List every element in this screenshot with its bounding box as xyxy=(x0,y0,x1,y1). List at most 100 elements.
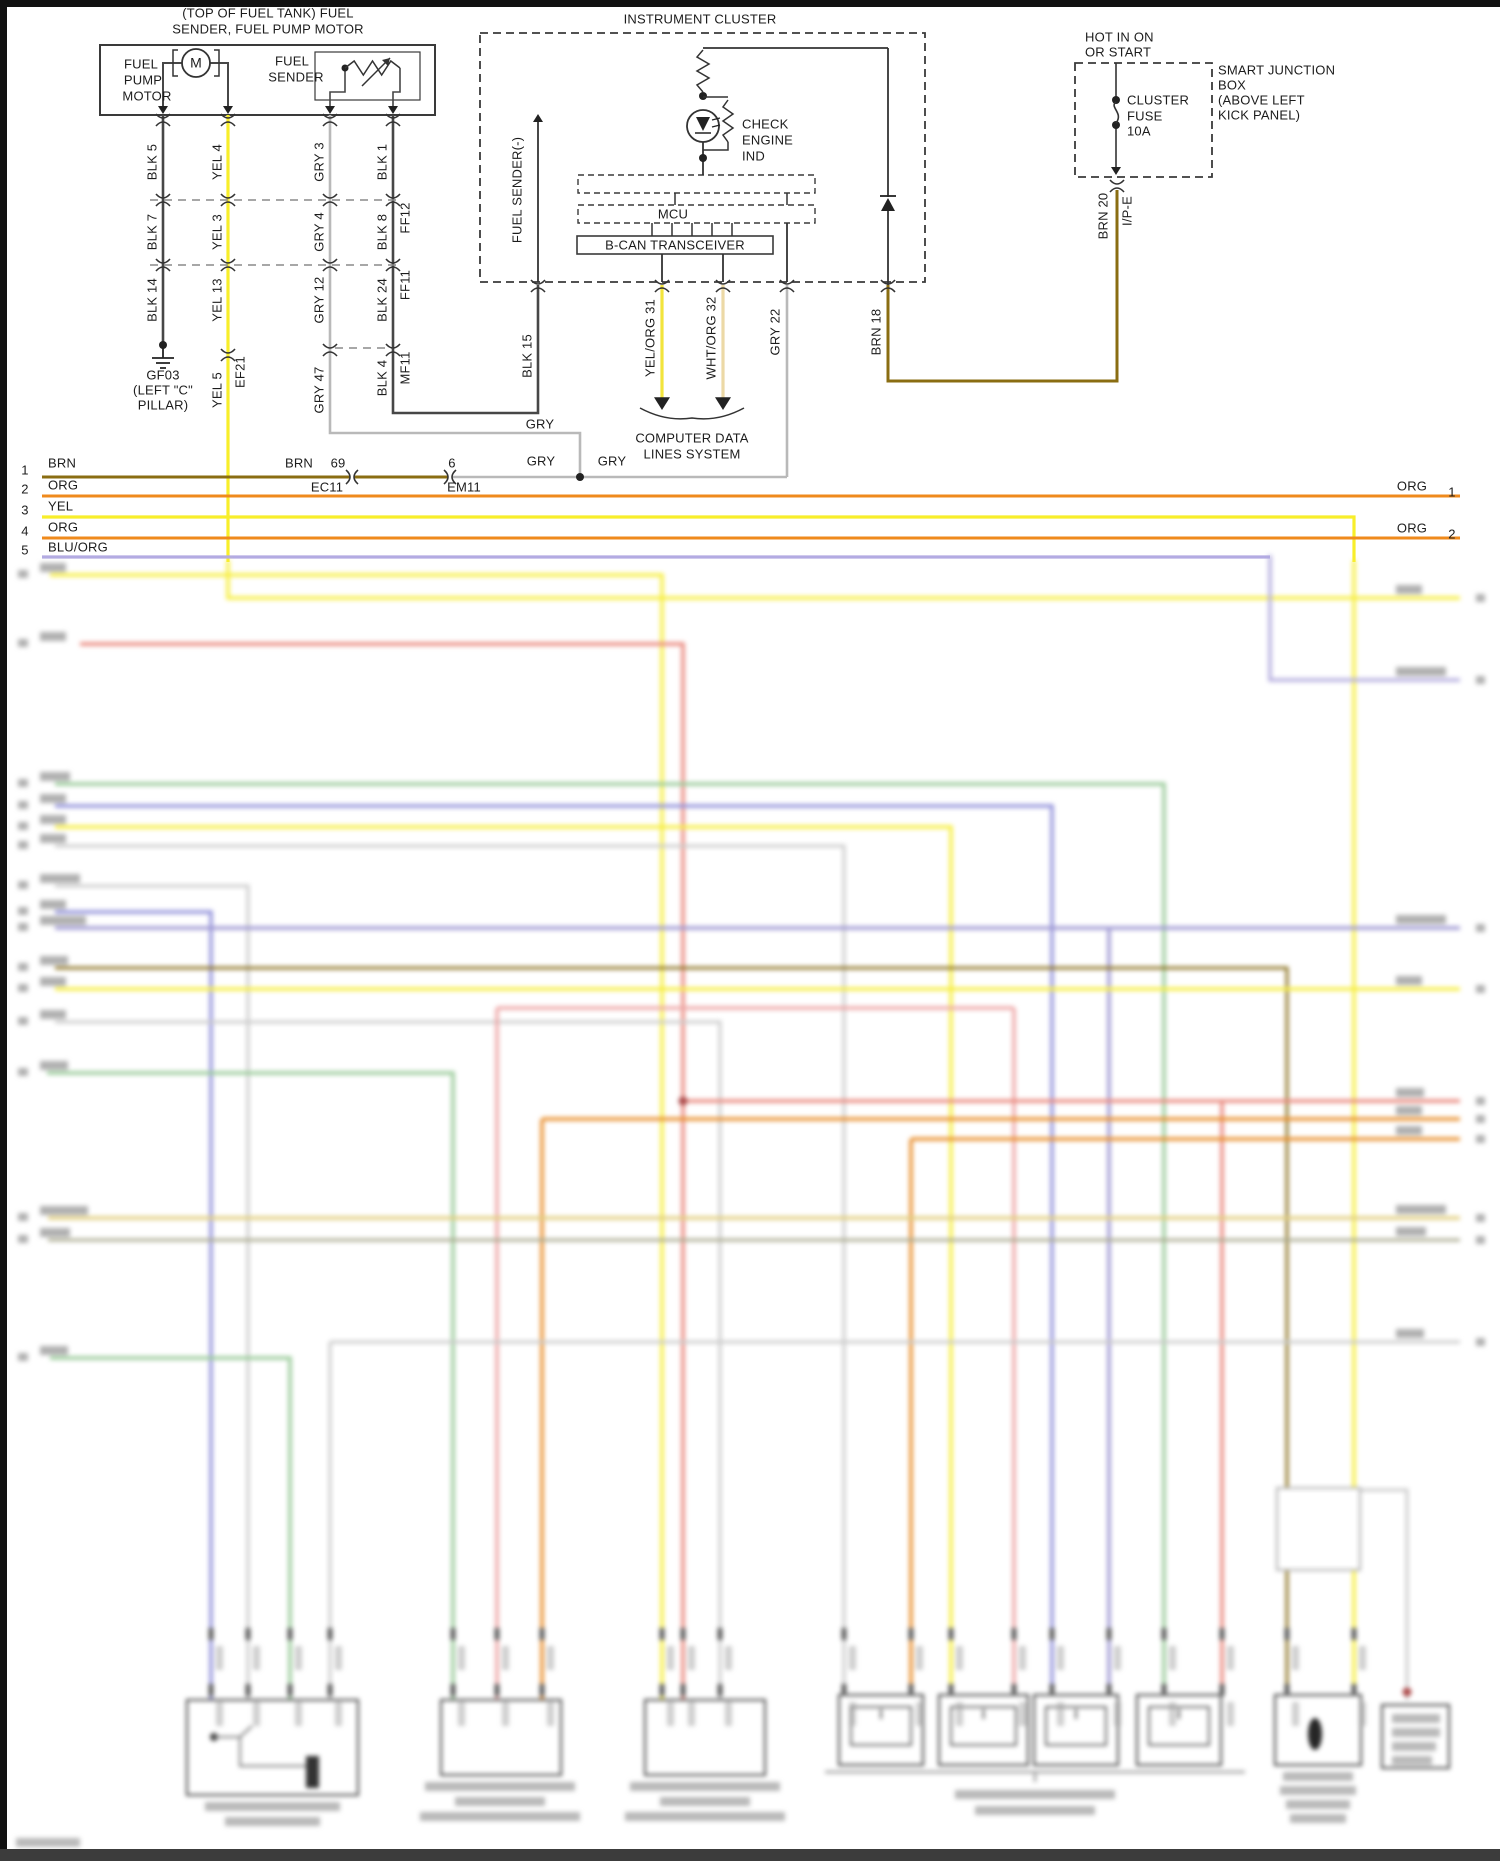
diagram-label: BRN 20 xyxy=(1095,192,1111,240)
wire-YEL xyxy=(42,515,1356,562)
blurred-connector-tick xyxy=(1106,1628,1112,1640)
diagram-label: CLUSTER xyxy=(1127,92,1190,108)
wire-BLK xyxy=(329,70,346,112)
diagram-label: SMART JUNCTION xyxy=(1218,62,1336,78)
connector-mark xyxy=(322,258,338,272)
blurred-connector-tick xyxy=(841,1628,847,1640)
arrowhead-dn xyxy=(325,106,335,114)
diagram-label: I/P-E xyxy=(1119,196,1135,226)
blurred-connector-tick xyxy=(245,1628,251,1640)
diagram-label: BLK 15 xyxy=(519,334,535,378)
blurred-line-number-smudge xyxy=(18,822,28,830)
blurred-wire-label-smudge xyxy=(1057,1702,1064,1726)
arrowhead-dn xyxy=(654,397,670,410)
blurred-line-label-smudge xyxy=(1396,1329,1424,1338)
connector-mark xyxy=(155,258,171,272)
blurred-caption-smudge xyxy=(630,1782,780,1791)
blurred-caption-smudge xyxy=(1392,1728,1440,1737)
blurred-line-number-smudge xyxy=(18,881,28,889)
arrowhead-dn xyxy=(715,397,731,410)
diagram-label: FUEL SENDER(-) xyxy=(509,136,525,244)
page-border-top xyxy=(0,0,1500,7)
diagram-label: FUEL xyxy=(123,56,159,72)
arrowhead-dn xyxy=(223,106,233,114)
sender-resistor xyxy=(344,59,401,77)
blurred-wire-YEL xyxy=(55,825,953,1695)
blurred-line-number-smudge xyxy=(18,570,28,578)
blurred-component-box xyxy=(1136,1694,1222,1766)
junction-dot xyxy=(699,92,707,100)
diagram-label: IND xyxy=(742,148,765,164)
blurred-line-number-smudge xyxy=(18,923,28,931)
blurred-caption-smudge xyxy=(660,1797,750,1806)
blurred-wire-label-smudge xyxy=(849,1646,856,1670)
diagram-label: PUMP xyxy=(123,72,163,88)
connector-mark xyxy=(530,279,546,293)
blurred-line-number-smudge xyxy=(1476,594,1485,602)
blurred-component-box xyxy=(1276,1487,1361,1571)
blurred-connector-tick xyxy=(1011,1684,1017,1696)
blurred-component-box xyxy=(186,1699,359,1796)
blurred-connector-tick xyxy=(717,1628,723,1640)
blurred-connector-tick xyxy=(327,1684,333,1696)
diagram-label: 5 xyxy=(21,542,29,558)
diagram-label: YEL xyxy=(48,498,74,514)
blurred-connector-tick xyxy=(908,1628,914,1640)
diagram-label: HOT IN ON xyxy=(1085,29,1154,45)
connector-mark xyxy=(779,279,795,293)
blurred-connector-tick xyxy=(1219,1684,1225,1696)
diagram-label: GRY 22 xyxy=(767,308,783,356)
diagram-label: YEL 4 xyxy=(209,144,225,180)
blurred-connector-tick xyxy=(1284,1684,1290,1696)
blurred-line-number-smudge xyxy=(18,801,28,809)
blurred-connector-tick xyxy=(948,1684,954,1696)
blurred-caption-smudge xyxy=(16,1838,80,1847)
junction-dot xyxy=(699,154,707,162)
connector-mark xyxy=(385,193,401,207)
blurred-wire-label-smudge xyxy=(956,1702,963,1726)
arrowhead-dn xyxy=(1111,167,1121,175)
blurred-line-label-smudge xyxy=(1396,585,1422,594)
blurred-wire-label-smudge xyxy=(335,1646,342,1670)
blurred-line-number-smudge xyxy=(1476,1338,1485,1346)
diagram-label: 6 xyxy=(448,455,456,471)
blurred-wire-GRN xyxy=(50,1356,292,1700)
blurred-connector-tick xyxy=(948,1628,954,1640)
component-box xyxy=(479,32,926,283)
component-box xyxy=(1074,62,1213,178)
diagram-label: MOTOR xyxy=(122,88,172,104)
diagram-label: (LEFT "C" xyxy=(133,382,193,398)
blurred-wire-label-smudge xyxy=(725,1702,732,1726)
arrowhead-dn xyxy=(388,106,398,114)
blurred-wire-label-smudge xyxy=(916,1702,923,1726)
blurred-wire-label-smudge xyxy=(335,1702,342,1726)
led-marks xyxy=(695,117,721,134)
connector-mark xyxy=(654,279,670,293)
component-box xyxy=(576,235,774,255)
blurred-caption-smudge xyxy=(1392,1756,1432,1765)
blurred-caption-smudge xyxy=(975,1806,1095,1815)
blurred-connector-tick xyxy=(1049,1628,1055,1640)
blurred-wire-GY2 xyxy=(55,1020,722,1700)
blurred-line-number-smudge xyxy=(18,1213,28,1221)
diagram-label: COMPUTER DATA xyxy=(635,430,749,446)
blurred-connector-tick xyxy=(680,1684,686,1696)
blurred-wire-label-smudge xyxy=(1114,1646,1121,1670)
blurred-line-label-smudge xyxy=(40,815,66,824)
blurred-line-number-smudge xyxy=(1476,1214,1485,1222)
blurred-caption-smudge xyxy=(455,1797,545,1806)
blurred-wire-label-smudge xyxy=(502,1702,509,1726)
arrowhead-up xyxy=(533,114,543,122)
blurred-wire-label-smudge xyxy=(1169,1702,1176,1726)
blurred-line-number-smudge xyxy=(18,963,28,971)
blurred-line-label-smudge xyxy=(40,632,66,641)
blurred-wire-label-smudge xyxy=(216,1646,223,1670)
blurred-line-number-smudge xyxy=(1476,924,1485,932)
diagram-label: EF21 xyxy=(232,356,248,388)
blurred-internal-line xyxy=(239,1737,318,1767)
blurred-connector-tick xyxy=(1351,1628,1357,1640)
wire-GRY xyxy=(328,115,582,474)
diagram-label: GRY xyxy=(525,416,555,432)
